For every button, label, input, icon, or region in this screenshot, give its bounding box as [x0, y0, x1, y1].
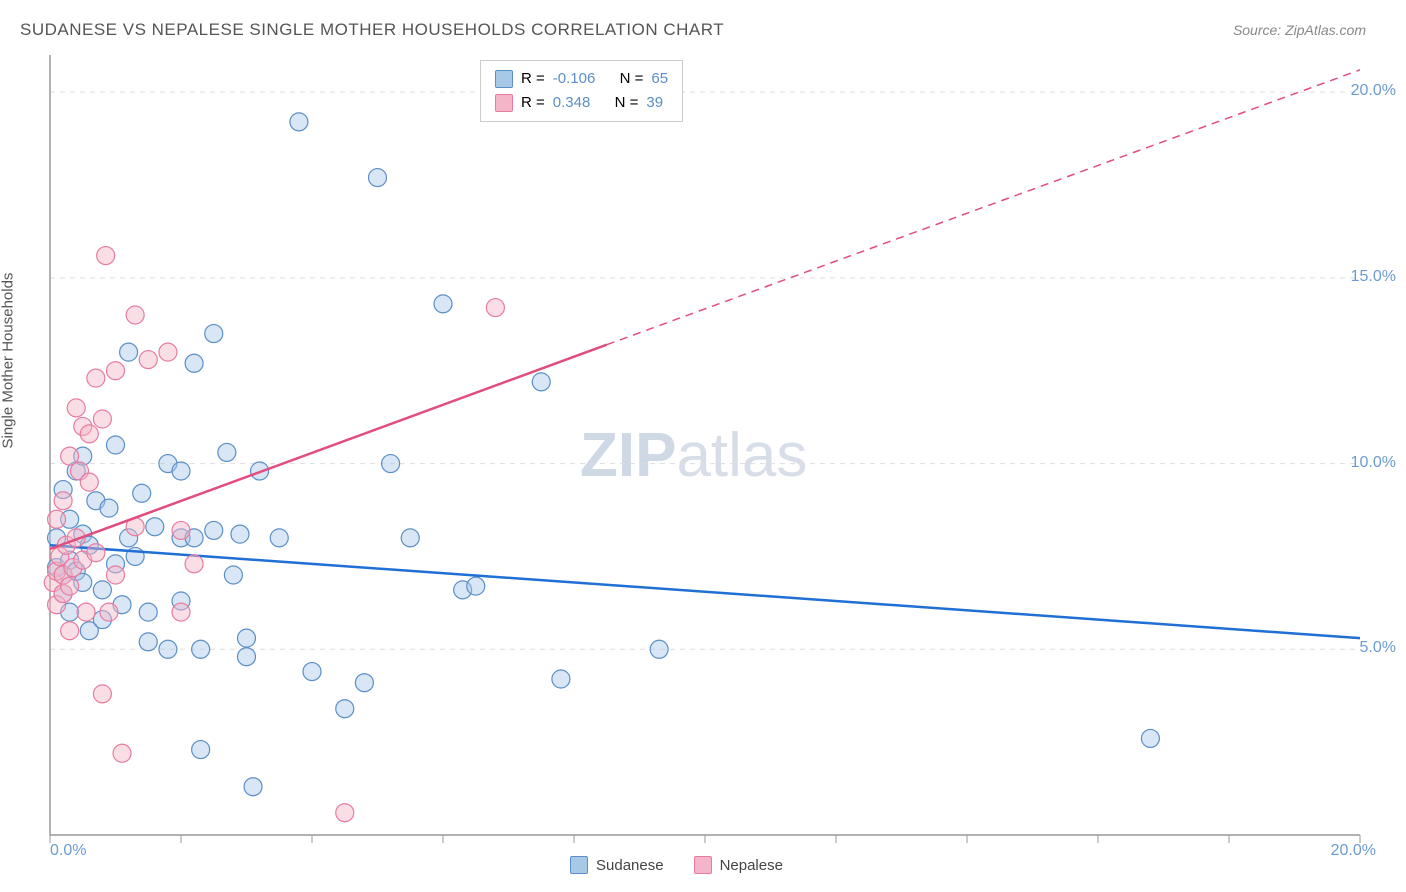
n-label: N = — [615, 91, 639, 115]
y-tick-label: 15.0% — [1336, 268, 1396, 286]
r-value-sudanese: -0.106 — [553, 67, 596, 91]
legend-label-sudanese: Sudanese — [596, 857, 664, 874]
n-value-sudanese: 65 — [651, 67, 668, 91]
chart-svg — [0, 0, 1406, 892]
n-label: N = — [620, 67, 644, 91]
y-tick-label: 10.0% — [1336, 454, 1396, 472]
swatch-sudanese — [495, 70, 513, 88]
y-tick-label: 5.0% — [1336, 639, 1396, 657]
legend-series: Sudanese Nepalese — [570, 856, 783, 874]
legend-correlations: R = -0.106 N = 65 R = 0.348 N = 39 — [480, 60, 683, 122]
r-label: R = — [521, 67, 545, 91]
legend-item-sudanese: Sudanese — [570, 856, 664, 874]
legend-item-nepalese: Nepalese — [694, 856, 783, 874]
legend-label-nepalese: Nepalese — [720, 857, 783, 874]
swatch-sudanese-b — [570, 856, 588, 874]
swatch-nepalese — [495, 94, 513, 112]
r-value-nepalese: 0.348 — [553, 91, 591, 115]
legend-row-sudanese: R = -0.106 N = 65 — [495, 67, 668, 91]
x-tick-label-min: 0.0% — [50, 842, 86, 860]
swatch-nepalese-b — [694, 856, 712, 874]
legend-row-nepalese: R = 0.348 N = 39 — [495, 91, 668, 115]
y-tick-label: 20.0% — [1336, 82, 1396, 100]
correlation-chart: SUDANESE VS NEPALESE SINGLE MOTHER HOUSE… — [0, 0, 1406, 892]
r-label: R = — [521, 91, 545, 115]
x-tick-label-max: 20.0% — [1331, 842, 1376, 860]
n-value-nepalese: 39 — [646, 91, 663, 115]
